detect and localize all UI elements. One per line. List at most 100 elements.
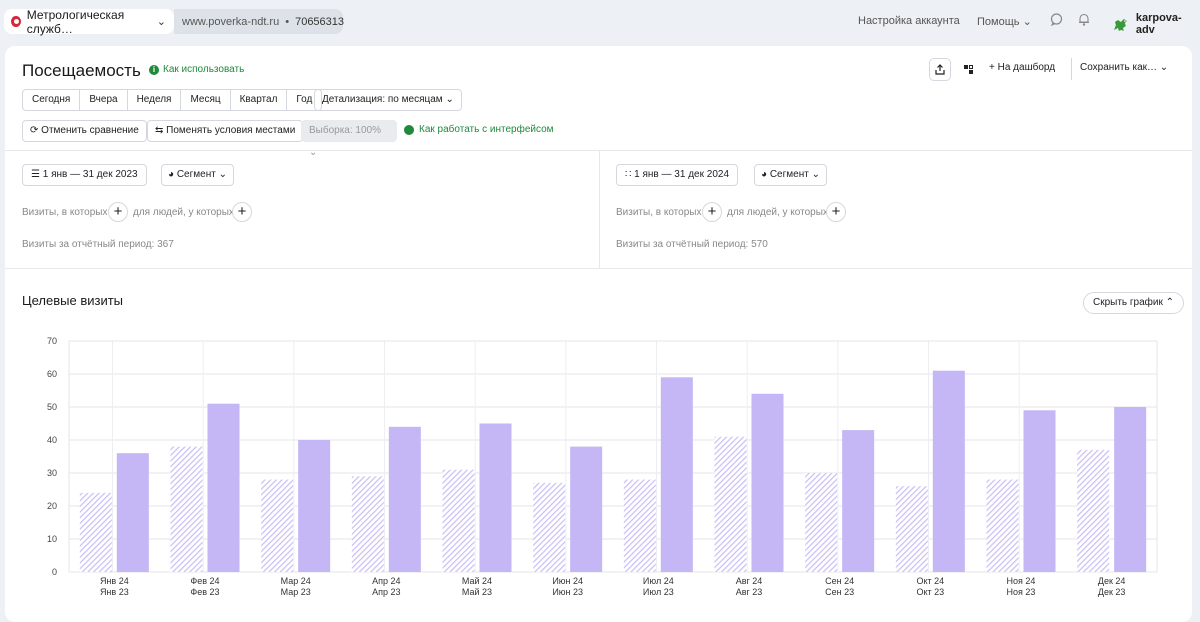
counter-info[interactable]: www.poverka-ndt.ru • 70656313 [174, 9, 344, 34]
help-icon [404, 124, 414, 135]
list-icon: ☰ [31, 169, 40, 180]
segment-1-segment-button[interactable]: ◕ Сегмент ⌄ [161, 164, 234, 186]
period-yesterday[interactable]: Вчера [80, 89, 128, 111]
bar-series-2023 [1077, 449, 1110, 572]
period-quarter[interactable]: Квартал [230, 89, 288, 111]
segment-1-visits-where: Визиты, в которых [22, 207, 108, 218]
segment-1-segment-label: Сегмент [176, 169, 216, 180]
chat-icon[interactable] [1049, 13, 1063, 27]
x-tick-label: Окт 24 [916, 576, 944, 586]
segment-2-people-where: для людей, у которых [727, 207, 828, 218]
hide-chart-button[interactable]: Скрыть график ⌃ [1083, 292, 1185, 314]
segment-2-add-people-condition[interactable]: + [826, 202, 846, 222]
period-today[interactable]: Сегодня [22, 89, 81, 111]
x-tick-label-secondary: Мар 23 [281, 587, 311, 597]
bar-series-2024 [570, 446, 603, 572]
segment-1-date: 1 янв — 31 дек 2023 [42, 169, 138, 180]
toolbar-divider [1071, 58, 1072, 80]
page-title: Посещаемость [22, 61, 141, 80]
period-month[interactable]: Месяц [181, 89, 231, 111]
user-menu[interactable]: karpova-adv [1112, 12, 1200, 36]
export-button[interactable] [929, 58, 951, 81]
chevron-down-icon: ⌄ [156, 16, 166, 28]
to-dashboard-button[interactable]: + На дашборд [989, 62, 1055, 73]
x-tick-label: Янв 24 [100, 576, 129, 586]
report-card: Посещаемость i Как использовать + На даш… [5, 46, 1192, 622]
hide-chart-label: Скрыть график [1093, 297, 1163, 308]
bar-series-2024 [1114, 407, 1147, 572]
bar-series-2023 [895, 486, 928, 572]
help-menu[interactable]: Помощь ⌄ [977, 15, 1032, 28]
bar-series-2023 [261, 479, 294, 572]
y-tick-label: 30 [47, 468, 57, 478]
chevron-down-icon: ⌄ [309, 147, 318, 158]
segment-2-add-visit-condition[interactable]: + [702, 202, 722, 222]
share-icon [935, 64, 945, 75]
bar-series-2024 [298, 440, 331, 572]
y-tick-label: 70 [47, 336, 57, 346]
chevron-down-icon: ⌄ [1159, 62, 1169, 73]
bar-series-2023 [986, 479, 1019, 572]
x-tick-label: Апр 24 [372, 576, 400, 586]
period-week[interactable]: Неделя [127, 89, 182, 111]
plus-icon: + [989, 62, 995, 73]
bar-series-2024 [388, 426, 421, 572]
segment-1-add-visit-condition[interactable]: + [108, 202, 128, 222]
period-year[interactable]: Год [287, 89, 323, 111]
site-url: www.poverka-ndt.ru [182, 15, 280, 28]
grid-icon: ∷ [625, 169, 632, 180]
swap-conditions-button[interactable]: ⇆ Поменять условия местами [147, 120, 304, 142]
segment-1-add-people-condition[interactable]: + [232, 202, 252, 222]
pie-icon: ◕ [168, 169, 175, 180]
detail-dropdown[interactable]: Детализация: по месяцам ⌄ [314, 89, 462, 111]
x-tick-label: Авг 24 [736, 576, 763, 586]
x-tick-label: Дек 24 [1098, 576, 1126, 586]
pie-icon: ◕ [761, 169, 768, 180]
segment-2-date: 1 янв — 31 дек 2024 [634, 169, 729, 180]
account-settings-link[interactable]: Настройка аккаунта [858, 15, 960, 27]
x-tick-label-secondary: Авг 23 [736, 587, 763, 597]
bar-series-2023 [533, 482, 566, 572]
site-name: Метрологическая служб… [26, 7, 125, 36]
y-tick-label: 50 [47, 402, 57, 412]
segment-2-segment-button[interactable]: ◕ Сегмент ⌄ [754, 164, 827, 186]
site-selector[interactable]: Метрологическая служб… ⌄ [4, 7, 174, 36]
x-tick-label: Сен 24 [825, 576, 854, 586]
divider [5, 150, 1192, 151]
y-tick-label: 60 [47, 369, 57, 379]
top-bar: Метрологическая служб… ⌄ www.poverka-ndt… [0, 0, 1200, 44]
x-tick-label: Фев 24 [190, 576, 219, 586]
x-tick-label: Июл 24 [643, 576, 674, 586]
how-to-use-link[interactable]: i Как использовать [149, 64, 244, 75]
segment-2-total: Визиты за отчётный период: 570 [616, 239, 768, 250]
refresh-icon: ⟳ [30, 125, 39, 136]
bell-icon[interactable] [1077, 13, 1091, 27]
save-as-button[interactable]: Сохранить как… ⌄ [1080, 62, 1168, 73]
chevron-down-icon: ⌄ [218, 169, 227, 180]
sample-label: Выборка: 100% [309, 125, 381, 136]
segment-2-date-picker[interactable]: ∷ 1 янв — 31 дек 2024 [616, 164, 738, 186]
bar-series-2024 [116, 453, 149, 572]
bar-series-2023 [805, 473, 838, 572]
cancel-compare-button[interactable]: ⟳ Отменить сравнение [22, 120, 147, 142]
x-tick-label-secondary: Сен 23 [825, 587, 854, 597]
swap-icon: ⇆ [155, 125, 164, 136]
interface-help-link[interactable]: Как работать с интерфейсом [404, 124, 554, 135]
x-tick-label-secondary: Июл 23 [643, 587, 674, 597]
y-tick-label: 40 [47, 435, 57, 445]
user-name: karpova-adv [1135, 12, 1182, 36]
bar-series-2023 [714, 436, 747, 572]
x-tick-label-secondary: Июн 23 [552, 587, 583, 597]
separator: • [285, 15, 290, 28]
segment-2-segment-label: Сегмент [769, 169, 809, 180]
chart-title: Целевые визиты [22, 293, 124, 308]
segment-1-date-picker[interactable]: ☰ 1 янв — 31 дек 2023 [22, 164, 147, 186]
user-avatar-icon [1113, 19, 1127, 31]
divider [5, 268, 1192, 269]
bar-series-2024 [751, 393, 784, 572]
dimensions-button[interactable] [957, 58, 979, 81]
settings-icon [963, 65, 973, 74]
sample-dropdown[interactable]: Выборка: 100% ⌄ [301, 120, 397, 158]
divider [599, 150, 600, 268]
